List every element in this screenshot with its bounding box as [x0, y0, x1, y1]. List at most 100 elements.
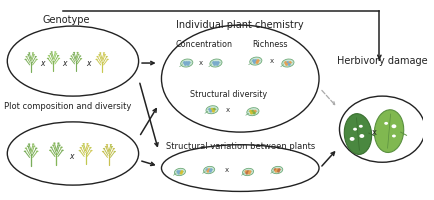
Ellipse shape [358, 134, 363, 138]
Circle shape [212, 62, 214, 63]
Text: x: x [199, 60, 203, 66]
Ellipse shape [35, 56, 37, 57]
Ellipse shape [50, 147, 53, 148]
Ellipse shape [90, 150, 92, 151]
Ellipse shape [70, 55, 72, 57]
Circle shape [253, 112, 254, 114]
Ellipse shape [104, 54, 106, 55]
Text: Genotype: Genotype [42, 15, 90, 25]
Ellipse shape [358, 125, 362, 128]
Ellipse shape [209, 59, 221, 67]
Ellipse shape [106, 59, 108, 60]
Ellipse shape [105, 144, 108, 145]
Circle shape [217, 62, 218, 63]
Circle shape [214, 62, 216, 63]
Ellipse shape [80, 58, 82, 59]
Ellipse shape [391, 124, 395, 128]
Ellipse shape [57, 142, 59, 144]
Ellipse shape [52, 144, 55, 146]
Ellipse shape [98, 54, 100, 55]
Text: x: x [40, 59, 45, 68]
Circle shape [277, 170, 279, 172]
Ellipse shape [36, 59, 38, 60]
Ellipse shape [55, 53, 57, 54]
Circle shape [249, 110, 251, 112]
Ellipse shape [81, 145, 84, 146]
Ellipse shape [35, 147, 37, 149]
Circle shape [289, 62, 290, 63]
Ellipse shape [76, 52, 79, 53]
Ellipse shape [24, 59, 26, 60]
Ellipse shape [99, 52, 101, 54]
Ellipse shape [203, 166, 214, 174]
Ellipse shape [109, 144, 112, 145]
Ellipse shape [87, 145, 89, 146]
Circle shape [275, 170, 276, 172]
Text: Structural variation between plants: Structural variation between plants [165, 142, 314, 151]
Ellipse shape [28, 52, 30, 54]
Circle shape [250, 112, 252, 114]
Ellipse shape [58, 58, 60, 59]
Circle shape [284, 62, 286, 63]
Ellipse shape [49, 150, 52, 151]
Text: Structural diversity: Structural diversity [190, 90, 266, 99]
Circle shape [207, 170, 208, 172]
Ellipse shape [102, 151, 104, 152]
Circle shape [178, 172, 179, 174]
Ellipse shape [61, 150, 64, 151]
Circle shape [179, 171, 181, 172]
Circle shape [212, 110, 214, 112]
Ellipse shape [343, 114, 371, 154]
Ellipse shape [32, 143, 34, 145]
Ellipse shape [205, 106, 217, 114]
Ellipse shape [95, 59, 98, 60]
Ellipse shape [79, 150, 81, 151]
Circle shape [249, 171, 250, 172]
Ellipse shape [47, 58, 49, 59]
Circle shape [213, 108, 215, 110]
Circle shape [288, 63, 289, 65]
Ellipse shape [271, 166, 282, 174]
Circle shape [285, 63, 287, 65]
Ellipse shape [242, 168, 253, 176]
Text: x: x [69, 152, 73, 161]
Circle shape [247, 171, 248, 172]
Ellipse shape [281, 59, 293, 67]
Ellipse shape [72, 54, 74, 55]
Text: Plot composition and diversity: Plot composition and diversity [4, 102, 131, 111]
Circle shape [184, 63, 186, 65]
Circle shape [210, 169, 211, 170]
Ellipse shape [105, 146, 107, 147]
Ellipse shape [48, 55, 50, 56]
Text: Concentration: Concentration [175, 40, 232, 49]
Text: x: x [224, 167, 228, 173]
Ellipse shape [77, 54, 79, 55]
Circle shape [206, 169, 207, 170]
Text: x: x [225, 107, 229, 113]
Text: x: x [371, 128, 376, 137]
Text: x: x [62, 59, 66, 68]
Text: x: x [86, 59, 91, 68]
Circle shape [252, 60, 254, 62]
Circle shape [177, 171, 178, 172]
Ellipse shape [79, 55, 81, 57]
Ellipse shape [79, 147, 82, 148]
Ellipse shape [89, 147, 92, 148]
Ellipse shape [57, 55, 59, 56]
Ellipse shape [33, 145, 36, 147]
Circle shape [274, 169, 276, 170]
Circle shape [276, 169, 277, 170]
Text: Richness: Richness [252, 40, 287, 49]
Ellipse shape [112, 148, 115, 149]
Ellipse shape [50, 51, 53, 53]
Circle shape [253, 110, 255, 112]
Circle shape [245, 171, 246, 172]
Circle shape [286, 62, 288, 63]
Ellipse shape [27, 54, 30, 55]
Ellipse shape [249, 57, 261, 65]
Circle shape [208, 169, 210, 170]
Ellipse shape [383, 122, 387, 125]
Circle shape [254, 60, 256, 62]
Ellipse shape [105, 56, 108, 57]
Ellipse shape [110, 146, 113, 147]
